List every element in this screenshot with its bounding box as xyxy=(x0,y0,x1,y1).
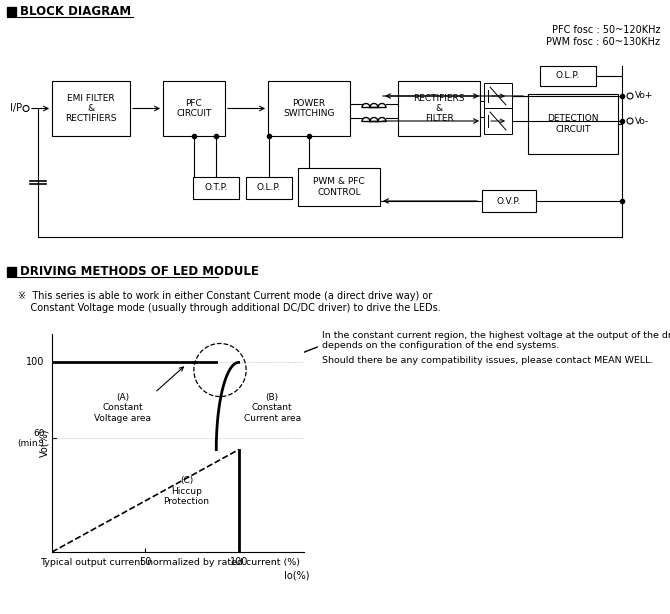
Text: Vo+: Vo+ xyxy=(635,91,653,101)
Text: (B)
Constant
Current area: (B) Constant Current area xyxy=(244,393,301,423)
Bar xyxy=(7,267,16,276)
Text: O.T.P.: O.T.P. xyxy=(204,184,228,193)
Bar xyxy=(482,190,536,212)
Text: DETECTION
CIRCUIT: DETECTION CIRCUIT xyxy=(547,114,599,134)
Text: Should there be any compatibility issues, please contact MEAN WELL.: Should there be any compatibility issues… xyxy=(322,356,653,365)
Bar xyxy=(193,177,239,199)
Text: Typical output current normalized by rated current (%): Typical output current normalized by rat… xyxy=(40,558,300,567)
Text: O.L.P.: O.L.P. xyxy=(556,71,580,80)
Bar xyxy=(52,81,130,136)
Bar xyxy=(246,177,292,199)
Text: EMI FILTER
&
RECTIFIERS: EMI FILTER & RECTIFIERS xyxy=(65,93,117,123)
Bar xyxy=(484,108,512,134)
Text: Vo-: Vo- xyxy=(635,117,649,125)
Bar xyxy=(398,81,480,136)
Text: In the constant current region, the highest voltage at the output of the driver
: In the constant current region, the high… xyxy=(322,331,670,351)
Text: PFC
CIRCUIT: PFC CIRCUIT xyxy=(176,99,212,119)
Text: 100: 100 xyxy=(26,357,44,367)
Text: POWER
SWITCHING: POWER SWITCHING xyxy=(283,99,335,119)
Text: (C)
Hiccup
Protection: (C) Hiccup Protection xyxy=(163,476,210,506)
Text: DRIVING METHODS OF LED MODULE: DRIVING METHODS OF LED MODULE xyxy=(20,265,259,278)
Text: BLOCK DIAGRAM: BLOCK DIAGRAM xyxy=(20,5,131,18)
Text: PWM & PFC
CONTROL: PWM & PFC CONTROL xyxy=(313,177,364,196)
Bar xyxy=(540,66,596,86)
Text: ※  This series is able to work in either Constant Current mode (a direct drive w: ※ This series is able to work in either … xyxy=(18,291,441,313)
Y-axis label: Vo(%): Vo(%) xyxy=(40,429,49,457)
Text: PFC fosc : 50~120KHz
PWM fosc : 60~130KHz: PFC fosc : 50~120KHz PWM fosc : 60~130KH… xyxy=(546,25,660,47)
Text: O.L.P.: O.L.P. xyxy=(257,184,281,193)
Bar xyxy=(7,7,16,16)
Text: (A)
Constant
Voltage area: (A) Constant Voltage area xyxy=(94,393,151,423)
Bar xyxy=(268,81,350,136)
Text: O.V.P.: O.V.P. xyxy=(497,196,521,206)
Text: Io(%): Io(%) xyxy=(284,571,310,581)
Bar xyxy=(298,168,380,206)
Text: I/P: I/P xyxy=(10,104,22,114)
Text: RECTIFIERS
&
FILTER: RECTIFIERS & FILTER xyxy=(413,93,465,123)
Bar xyxy=(484,83,512,109)
Text: 60
(min.): 60 (min.) xyxy=(17,429,44,448)
Bar xyxy=(528,94,618,154)
Bar xyxy=(163,81,225,136)
